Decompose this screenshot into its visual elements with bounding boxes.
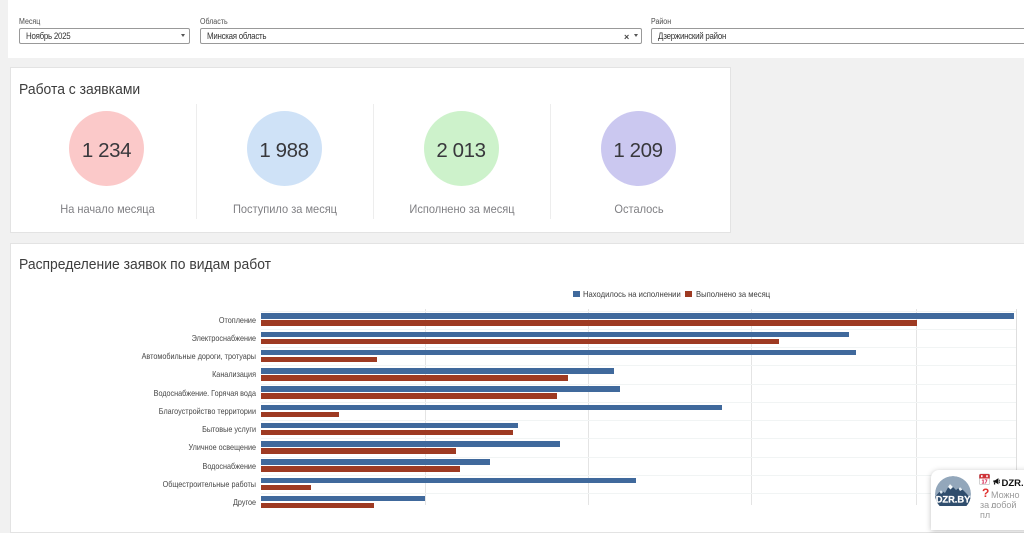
svg-text:DZR.BY: DZR.BY	[936, 495, 971, 505]
svg-text:17: 17	[981, 480, 987, 486]
